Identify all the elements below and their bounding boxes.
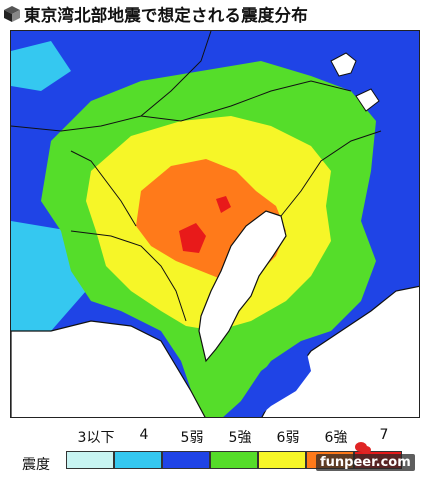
map-svg [11,31,419,417]
prefecture-boundary-5 [70,150,137,227]
legend-label-5: 6強 [324,430,348,446]
land-intensity-4-northwest [11,41,71,91]
legend-label-3: 5強 [228,430,252,446]
cube-icon [4,6,20,22]
lake-kasumigaura [330,52,357,77]
watermark: funpeer.com [316,454,415,471]
legend-label-4: 6弱 [276,430,300,446]
legend-swatch-1 [114,451,162,469]
land-intensity-7-spot-1 [179,223,206,253]
wechat-icon [355,442,371,454]
legend-swatch-0 [66,451,114,469]
prefecture-boundary-3 [70,230,187,322]
seismic-intensity-map [10,30,420,418]
map-title: 東京湾北部地震で想定される震度分布 [24,6,308,25]
title-bar: 東京湾北部地震で想定される震度分布 [0,0,432,28]
land-intensity-7-spot-2 [216,196,231,213]
legend-label-1: 4 [139,427,149,443]
legend-swatch-3 [210,451,258,469]
legend-swatch-4 [258,451,306,469]
legend-label-0: 3以下 [77,430,115,446]
prefecture-boundary-2 [140,80,352,122]
legend-swatch-2 [162,451,210,469]
boso-peninsula-tip [236,349,311,417]
tokyo-bay [198,210,287,363]
prefecture-boundary-4 [280,130,382,217]
sagami-bay [11,320,206,417]
legend-label-6: 7 [379,427,389,443]
legend-title: 震度 [22,457,50,473]
legend-label-2: 5弱 [180,430,204,446]
lake-kitaura [355,88,380,112]
